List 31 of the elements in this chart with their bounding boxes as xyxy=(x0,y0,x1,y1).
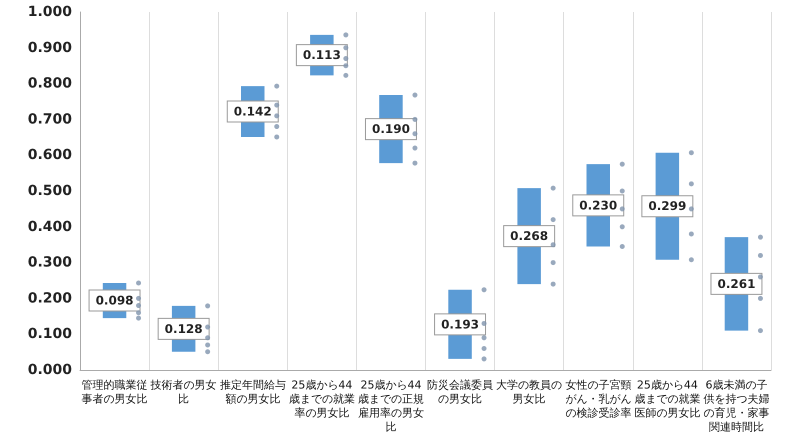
y-tick-label: 0.800 xyxy=(28,76,72,92)
data-label: 0.098 xyxy=(96,294,134,308)
x-tick-label: 25歳から44歳までの就業医師の男女比 xyxy=(634,378,700,420)
x-tick-label: 技術者の男女比 xyxy=(150,378,217,406)
y-tick-label: 0.500 xyxy=(28,183,72,199)
y-tick-label: 0.000 xyxy=(28,362,72,378)
x-tick-label: 管理的職業従事者の男女比 xyxy=(82,378,148,406)
y-tick-label: 0.600 xyxy=(28,147,72,164)
y-tick-label: 0.200 xyxy=(28,290,72,306)
data-label: 0.193 xyxy=(441,317,480,332)
data-label: 0.113 xyxy=(302,48,341,62)
data-label: 0.230 xyxy=(579,198,618,212)
x-tick-label: 25歳から44歳までの就業率の男女比 xyxy=(288,378,355,420)
x-tick-label: 女性の子宮頸がん・乳がんの検診受診率 xyxy=(565,378,632,420)
y-tick-label: 1.000 xyxy=(28,4,72,20)
data-label: 0.261 xyxy=(717,276,756,291)
y-tick-label: 0.300 xyxy=(28,254,72,271)
y-tick-label: 0.100 xyxy=(28,326,72,342)
x-tick-label: 大学の教員の男女比 xyxy=(496,378,562,406)
y-tick-label: 0.400 xyxy=(28,218,72,235)
x-tick-label: 25歳から44歳までの正規雇用率の男女比 xyxy=(358,378,424,434)
x-tick-label: 6歳未満の子供を持つ夫婦の育児・家事関連時間比 xyxy=(703,378,770,434)
data-label: 0.268 xyxy=(510,229,548,244)
data-label: 0.128 xyxy=(164,322,203,336)
data-label: 0.299 xyxy=(648,199,686,214)
x-tick-label: 推定年間給与額の男女比 xyxy=(220,378,286,406)
data-label: 0.190 xyxy=(372,122,410,136)
x-tick-label: 防災会議委員の男女比 xyxy=(427,378,494,406)
data-label: 0.142 xyxy=(234,104,272,119)
y-tick-label: 0.900 xyxy=(28,40,72,56)
y-tick-label: 0.700 xyxy=(28,111,72,128)
